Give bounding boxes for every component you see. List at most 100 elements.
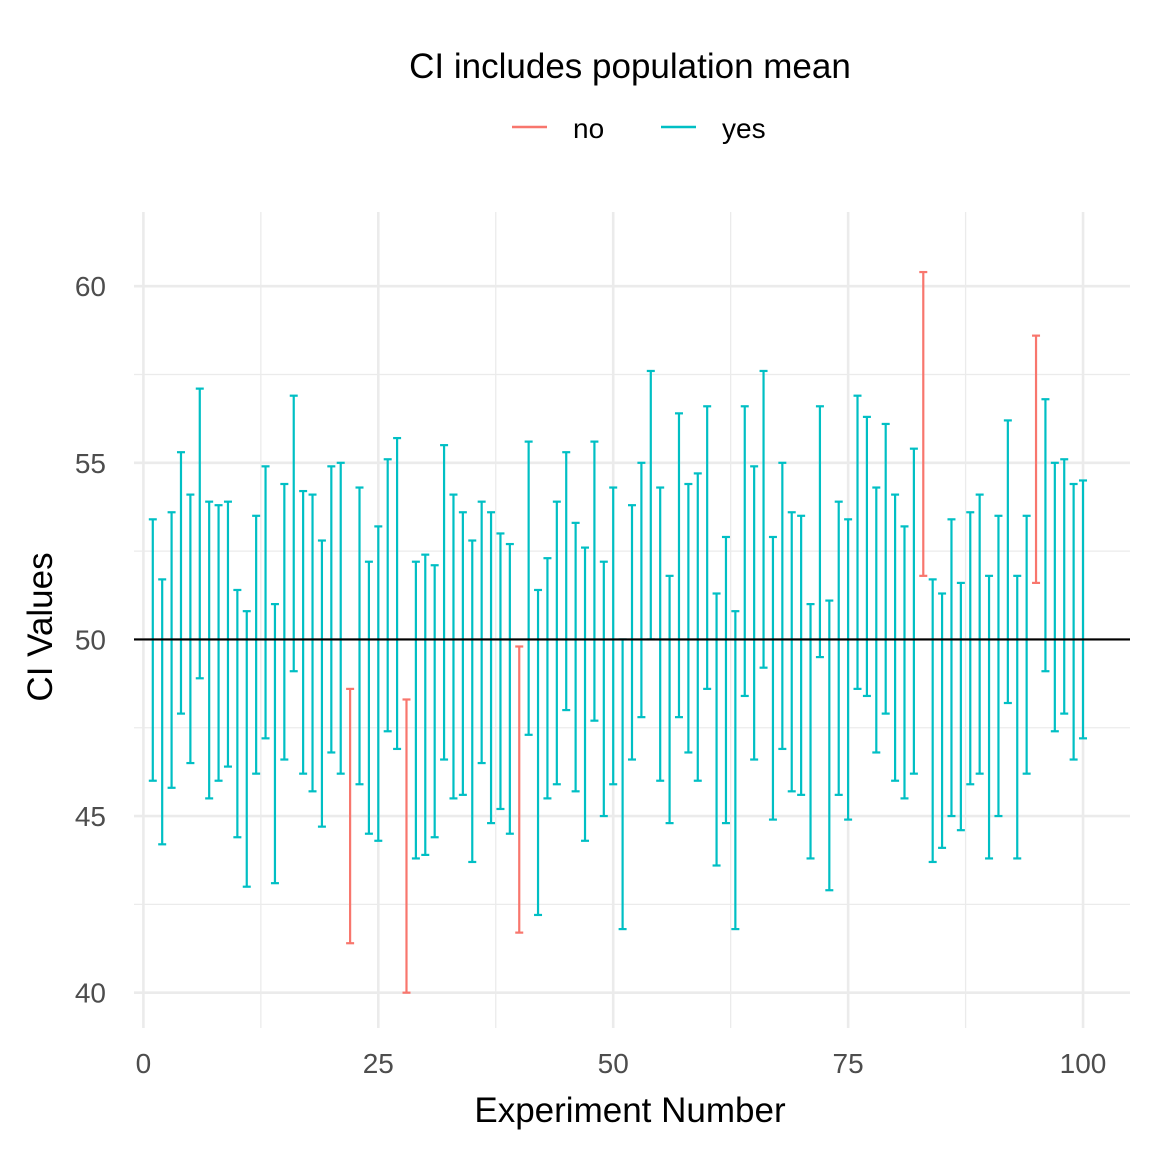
legend-label: no bbox=[573, 113, 604, 144]
legend-item-yes: yes bbox=[661, 113, 766, 144]
ci-errorbar-yes bbox=[1041, 398, 1050, 673]
ci-errorbar-yes bbox=[881, 422, 890, 715]
ci-errorbar-yes bbox=[176, 451, 185, 715]
ci-errorbar-yes bbox=[186, 493, 195, 765]
ci-errorbar-yes bbox=[956, 581, 965, 832]
ci-errorbar-yes bbox=[834, 500, 843, 796]
ci-errorbar-yes bbox=[505, 542, 514, 835]
x-tick-label: 0 bbox=[136, 1048, 152, 1079]
ci-errorbar-yes bbox=[411, 560, 420, 860]
y-axis-title: CI Values bbox=[21, 552, 60, 701]
ci-errorbar-yes bbox=[280, 482, 289, 761]
ci-errorbar-yes bbox=[524, 440, 533, 736]
ci-errorbar-yes bbox=[712, 592, 721, 867]
ci-errorbar-yes bbox=[205, 500, 214, 800]
ci-errorbar-yes bbox=[242, 610, 251, 888]
ci-errorbar-yes bbox=[308, 493, 317, 793]
ci-errorbar-yes bbox=[223, 500, 232, 768]
legend-label: yes bbox=[722, 113, 766, 144]
ci-errorbar-yes bbox=[1079, 479, 1088, 740]
ci-errorbar-yes bbox=[938, 592, 947, 849]
ci-errorbar-yes bbox=[468, 539, 477, 864]
ci-errorbar-yes bbox=[975, 493, 984, 775]
ci-errorbar-yes bbox=[731, 610, 740, 931]
x-axis-title: Experiment Number bbox=[474, 1091, 786, 1130]
ci-errorbar-yes bbox=[787, 511, 796, 793]
ci-errorbar-yes bbox=[844, 518, 853, 821]
ci-errorbar-yes bbox=[158, 578, 167, 846]
ci-errorbar-yes bbox=[656, 486, 665, 782]
x-tick-label: 75 bbox=[833, 1048, 864, 1079]
ci-errorbar-yes bbox=[1060, 458, 1069, 715]
ci-errorbar-yes bbox=[299, 489, 308, 775]
ci-errorbar-yes bbox=[552, 500, 561, 786]
ci-errorbar-yes bbox=[336, 461, 345, 775]
ci-errorbar-yes bbox=[1013, 574, 1022, 860]
ci-errorbar-yes bbox=[703, 405, 712, 690]
ci-errorbar-no bbox=[346, 687, 355, 945]
ci-errorbar-yes bbox=[928, 578, 937, 864]
ci-errorbar-yes bbox=[317, 539, 326, 828]
x-tick-label: 100 bbox=[1060, 1048, 1107, 1079]
ci-errorbar-yes bbox=[374, 525, 383, 842]
x-tick-label: 25 bbox=[363, 1048, 394, 1079]
ci-errorbar-yes bbox=[496, 532, 505, 811]
ci-errorbar-yes bbox=[571, 521, 580, 793]
y-tick-label: 60 bbox=[75, 271, 106, 302]
ci-errorbar-yes bbox=[806, 603, 815, 860]
ci-errorbar-yes bbox=[167, 511, 176, 789]
y-tick-label: 40 bbox=[75, 978, 106, 1009]
ci-errorbar-yes bbox=[562, 451, 571, 712]
x-tick-label: 50 bbox=[598, 1048, 629, 1079]
ci-errorbar-yes bbox=[252, 514, 261, 775]
ci-errorbar-yes bbox=[759, 369, 768, 669]
ci-errorbar-yes bbox=[815, 405, 824, 659]
ci-errorbar-yes bbox=[966, 511, 975, 786]
ci-errorbar-yes bbox=[862, 415, 871, 698]
ci-errorbar-yes bbox=[421, 553, 430, 857]
ci-errorbar-yes bbox=[947, 518, 956, 818]
ci-errorbar-yes bbox=[487, 511, 496, 825]
ci-errorbar-yes bbox=[393, 436, 402, 751]
ci-errorbar-yes bbox=[909, 447, 918, 775]
ci-errorbar-yes bbox=[270, 603, 279, 885]
ci-errorbar-yes bbox=[449, 493, 458, 800]
ci-errorbar-yes bbox=[853, 394, 862, 690]
ci-errorbar-yes bbox=[289, 394, 298, 673]
ci-errorbar-yes bbox=[994, 514, 1003, 818]
ci-errorbar-yes bbox=[778, 461, 787, 751]
legend-item-no: no bbox=[512, 113, 604, 144]
ci-errorbar-yes bbox=[618, 638, 627, 931]
ci-errorbar-yes bbox=[646, 369, 655, 641]
ci-errorbar-yes bbox=[214, 504, 223, 782]
y-tick-label: 55 bbox=[75, 448, 106, 479]
ci-errorbar-yes bbox=[599, 560, 608, 818]
ci-errorbar-yes bbox=[1050, 461, 1059, 733]
ci-errorbar-yes bbox=[440, 444, 449, 761]
ci-errorbar-yes bbox=[383, 458, 392, 733]
ci-errorbar-yes bbox=[872, 486, 881, 754]
ci-errorbar-yes bbox=[797, 514, 806, 796]
ci-errorbar-yes bbox=[195, 387, 204, 680]
ci-errorbar-yes bbox=[674, 412, 683, 719]
ci-errorbar-yes bbox=[364, 560, 373, 835]
ci-errorbar-yes bbox=[1069, 482, 1078, 761]
ci-errorbar-yes bbox=[750, 465, 759, 761]
ci-errorbar-yes bbox=[825, 599, 834, 892]
ci-errorbar-yes bbox=[1022, 514, 1031, 775]
ci-errorbar-no bbox=[515, 645, 524, 934]
y-tick-label: 50 bbox=[75, 624, 106, 655]
ci-errorbar-yes bbox=[458, 511, 467, 796]
ci-errorbar-yes bbox=[148, 518, 157, 782]
ci-errorbar-yes bbox=[534, 588, 543, 917]
ci-errorbar-yes bbox=[721, 535, 730, 825]
ci-errorbar-yes bbox=[891, 493, 900, 782]
legend: no yes bbox=[512, 113, 766, 144]
ci-errorbar-yes bbox=[590, 440, 599, 722]
ci-errorbar-yes bbox=[233, 588, 242, 839]
ci-errorbar-yes bbox=[693, 472, 702, 782]
ci-errorbar-yes bbox=[543, 557, 552, 800]
ci-errorbar-yes bbox=[609, 486, 618, 786]
